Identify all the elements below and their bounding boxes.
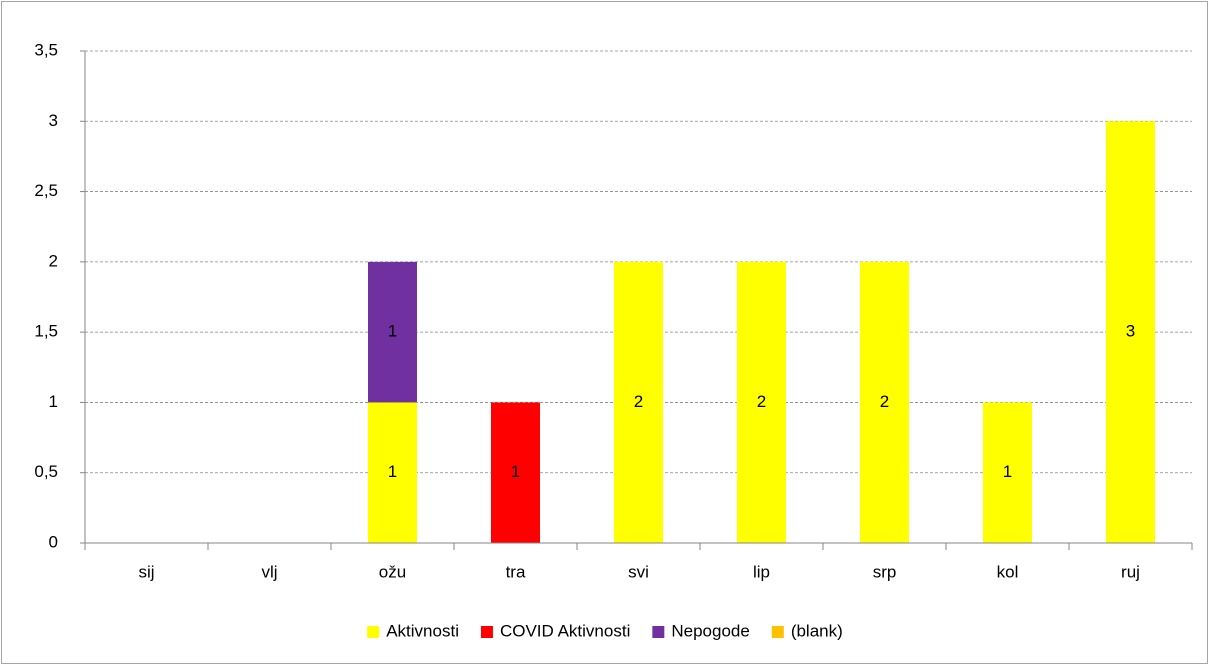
legend-item: (blank) <box>771 621 843 640</box>
legend-item: COVID Aktivnosti <box>480 621 630 640</box>
y-tick-label: 1,5 <box>34 322 58 341</box>
data-label: 1 <box>1003 462 1012 481</box>
bar-segment <box>737 261 786 543</box>
data-label: 1 <box>511 462 520 481</box>
y-tick-label: 0 <box>49 532 58 551</box>
data-label: 3 <box>1126 322 1135 341</box>
y-tick-label: 3 <box>49 111 58 130</box>
y-tick-label: 0,5 <box>34 462 58 481</box>
legend-label: Nepogode <box>671 621 749 640</box>
bar-segment <box>491 402 540 543</box>
bar-segment <box>1106 121 1155 544</box>
data-label: 1 <box>388 322 397 341</box>
x-tick-label: vlj <box>261 562 277 581</box>
y-tick-label: 2 <box>49 251 58 270</box>
bar-segment <box>614 261 663 543</box>
legend-swatch <box>367 626 380 638</box>
legend-item: Nepogode <box>652 621 750 640</box>
data-label: 1 <box>388 462 397 481</box>
legend-swatch <box>480 626 493 638</box>
legend-item: Aktivnosti <box>367 621 459 640</box>
legend-label: (blank) <box>791 621 843 640</box>
y-tick-label: 2,5 <box>34 181 58 200</box>
legend-label: Aktivnosti <box>386 621 459 640</box>
x-tick-label: sij <box>138 562 154 581</box>
bar-segment <box>860 261 909 543</box>
y-tick-label: 1 <box>49 392 58 411</box>
x-tick-label: kol <box>997 562 1019 581</box>
bar-segment <box>983 402 1032 543</box>
legend-label: COVID Aktivnosti <box>500 621 630 640</box>
data-label: 2 <box>634 392 643 411</box>
data-label: 2 <box>880 392 889 411</box>
data-label: 2 <box>757 392 766 411</box>
x-tick-label: svi <box>628 562 649 581</box>
bar-segment <box>368 261 417 403</box>
x-tick-label: srp <box>873 562 897 581</box>
x-tick-label: ožu <box>379 562 406 581</box>
legend-swatch <box>652 626 665 638</box>
x-tick-label: ruj <box>1121 562 1140 581</box>
x-tick-label: lip <box>753 562 770 581</box>
y-tick-label: 3,5 <box>34 40 58 59</box>
bar-segment <box>368 402 417 543</box>
legend-swatch <box>771 626 784 638</box>
x-tick-label: tra <box>506 562 526 581</box>
